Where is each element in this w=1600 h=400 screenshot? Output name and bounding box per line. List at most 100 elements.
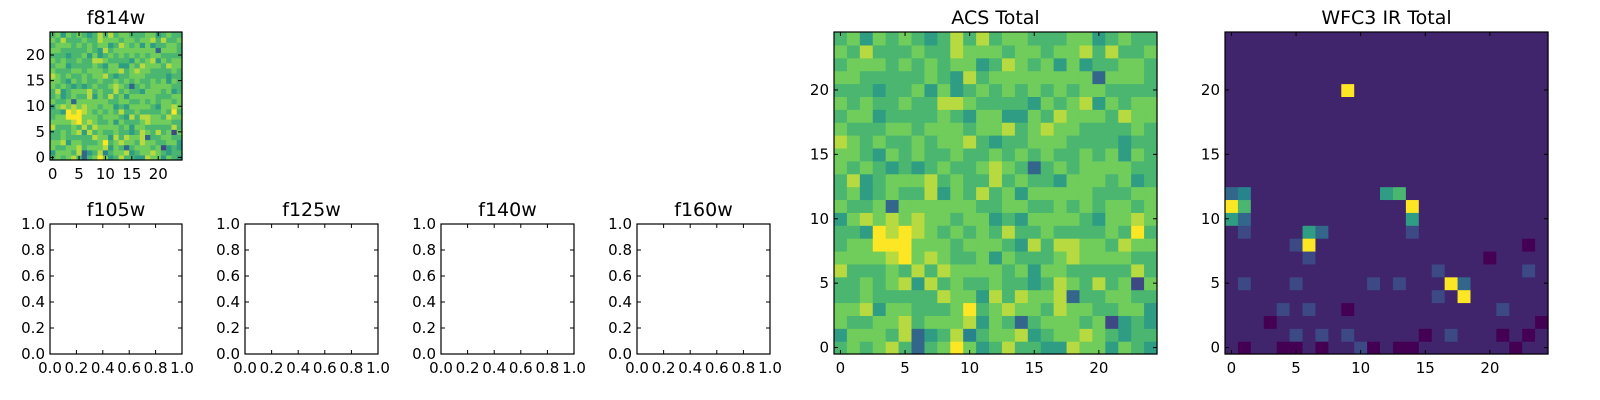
heatmap-cell bbox=[1457, 135, 1472, 149]
y-tick-label: 1.0 bbox=[608, 215, 632, 233]
heatmap-cell bbox=[145, 149, 151, 156]
heatmap-cell bbox=[1105, 44, 1119, 59]
heatmap-cell bbox=[846, 212, 861, 226]
heatmap-cell bbox=[1496, 186, 1510, 201]
heatmap-cell bbox=[55, 98, 62, 105]
heatmap-cell bbox=[150, 144, 157, 151]
heatmap-cell bbox=[1027, 44, 1042, 59]
heatmap-cell bbox=[1367, 173, 1381, 188]
heatmap-cell bbox=[134, 32, 141, 38]
heatmap-cell bbox=[924, 32, 938, 46]
heatmap-cell bbox=[150, 129, 157, 135]
heatmap-cell bbox=[1418, 289, 1433, 304]
y-tick-label: 10 bbox=[810, 210, 829, 228]
heatmap-cell bbox=[1105, 212, 1119, 226]
heatmap-cell bbox=[71, 154, 77, 161]
heatmap-cell bbox=[1509, 160, 1523, 175]
heatmap-cell bbox=[950, 122, 964, 136]
heatmap-cell bbox=[71, 88, 77, 95]
heatmap-cell bbox=[963, 289, 977, 304]
heatmap-cell bbox=[911, 263, 926, 278]
heatmap-cell bbox=[1027, 160, 1042, 175]
heatmap-cell bbox=[160, 93, 167, 100]
heatmap-cell bbox=[1354, 315, 1368, 329]
heatmap-cell bbox=[55, 42, 62, 48]
heatmap-cell bbox=[118, 37, 125, 43]
heatmap-cell bbox=[1105, 250, 1119, 265]
heatmap-cell bbox=[1027, 186, 1042, 201]
heatmap-cell bbox=[1418, 109, 1433, 123]
heatmap-cell bbox=[1053, 122, 1068, 136]
heatmap-cell bbox=[1079, 173, 1093, 188]
heatmap-cell bbox=[76, 88, 83, 95]
heatmap-cell bbox=[885, 225, 900, 239]
heatmap-cell bbox=[76, 47, 83, 54]
heatmap-cell bbox=[1250, 250, 1265, 265]
heatmap-cell bbox=[1118, 57, 1132, 72]
heatmap-cell bbox=[113, 108, 120, 115]
heatmap-cell bbox=[1418, 173, 1433, 188]
heatmap-cell bbox=[1496, 70, 1510, 85]
heatmap-cell bbox=[1144, 276, 1158, 291]
heatmap-cell bbox=[86, 57, 93, 64]
heatmap-cell bbox=[963, 83, 977, 97]
heatmap-cell bbox=[92, 124, 99, 130]
heatmap-cell bbox=[166, 47, 173, 54]
heatmap-cell bbox=[898, 289, 913, 304]
heatmap-cell bbox=[1509, 147, 1523, 162]
heatmap-cell bbox=[145, 67, 151, 74]
heatmap-cell bbox=[97, 124, 104, 130]
heatmap-cell bbox=[129, 52, 136, 59]
heatmap-cell bbox=[134, 93, 141, 100]
heatmap-cell bbox=[834, 212, 848, 226]
heatmap-cell bbox=[976, 238, 990, 252]
heatmap-cell bbox=[1431, 225, 1446, 239]
heatmap-cell bbox=[989, 199, 1003, 213]
heatmap-cell bbox=[1380, 160, 1394, 175]
heatmap-cell bbox=[155, 124, 162, 130]
heatmap-cell bbox=[1092, 83, 1106, 97]
x-tick-label: 0 bbox=[836, 359, 846, 377]
heatmap-cell bbox=[1237, 212, 1252, 226]
heatmap-cell bbox=[1315, 32, 1329, 46]
heatmap-cell bbox=[1040, 32, 1055, 46]
heatmap-cell bbox=[846, 328, 861, 342]
heatmap-cell bbox=[1040, 328, 1055, 342]
heatmap-cell bbox=[1053, 328, 1068, 342]
heatmap-cell bbox=[1250, 212, 1265, 226]
heatmap-cell bbox=[1250, 135, 1265, 149]
heatmap-cell bbox=[1457, 57, 1472, 72]
heatmap-cell bbox=[1276, 147, 1291, 162]
heatmap-cell bbox=[1367, 186, 1381, 201]
heatmap-cell bbox=[123, 37, 130, 43]
heatmap-cell bbox=[924, 122, 938, 136]
heatmap-cell bbox=[1354, 289, 1368, 304]
heatmap-cell bbox=[834, 57, 848, 72]
heatmap-cell bbox=[1483, 70, 1497, 85]
heatmap-cell bbox=[129, 93, 136, 100]
heatmap-cell bbox=[898, 225, 913, 239]
heatmap-cell bbox=[97, 134, 104, 141]
heatmap-cell bbox=[166, 113, 173, 120]
heatmap-cell bbox=[1367, 122, 1381, 136]
heatmap-cell bbox=[989, 147, 1003, 162]
heatmap-cell bbox=[898, 160, 913, 175]
heatmap-cell bbox=[950, 44, 964, 59]
heatmap-cell bbox=[1079, 276, 1093, 291]
heatmap-cell bbox=[1354, 135, 1368, 149]
heatmap-cell bbox=[60, 149, 67, 156]
heatmap-cell bbox=[834, 341, 848, 355]
heatmap-cell bbox=[1105, 122, 1119, 136]
heatmap-cell bbox=[885, 70, 900, 85]
heatmap-cell bbox=[1392, 263, 1407, 278]
heatmap-cell bbox=[1263, 212, 1278, 226]
heatmap-cell bbox=[166, 67, 173, 74]
heatmap-cell bbox=[950, 70, 964, 85]
heatmap-cell bbox=[76, 72, 83, 79]
heatmap-cell bbox=[1380, 263, 1394, 278]
heatmap-cell bbox=[65, 149, 72, 156]
heatmap-cell bbox=[859, 109, 874, 123]
heatmap-cell bbox=[989, 122, 1003, 136]
heatmap-cell bbox=[176, 47, 183, 54]
